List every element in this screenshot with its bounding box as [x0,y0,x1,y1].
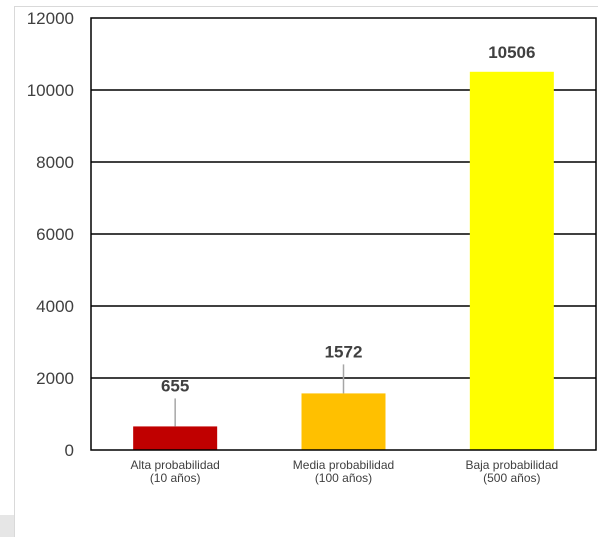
data-label: 1572 [325,342,363,361]
y-tick-label: 6000 [36,225,74,244]
bar-3 [469,71,554,450]
y-tick-label: 2000 [36,369,74,388]
y-tick-label: 12000 [27,9,74,28]
bar-2 [301,393,386,450]
y-tick-label: 4000 [36,297,74,316]
leader-lines [174,364,345,427]
chart-frame-top-border [14,6,598,7]
x-tick-label: Baja probabilidad (500 años) [465,458,558,485]
y-tick-label: 8000 [36,153,74,172]
bars [133,71,554,450]
data-labels: 655 1572 10506 [161,43,535,396]
x-tick-label: Media probabilidad (100 años) [293,458,394,485]
plot-area-border [90,17,597,451]
data-label: 10506 [488,43,535,62]
y-tick-label: 0 [65,441,74,460]
x-tick-label: Alta probabilidad (10 años) [130,458,219,485]
y-tick-label: 10000 [27,81,74,100]
bar-1 [133,426,218,450]
chart-frame-left-border [14,6,15,537]
data-label: 655 [161,376,189,395]
x-axis-ticks: Alta probabilidad (10 años) Media probabil… [130,458,558,485]
y-axis-ticks: 0 2000 4000 6000 8000 10000 12000 [27,9,74,460]
corner-tab [0,515,14,537]
